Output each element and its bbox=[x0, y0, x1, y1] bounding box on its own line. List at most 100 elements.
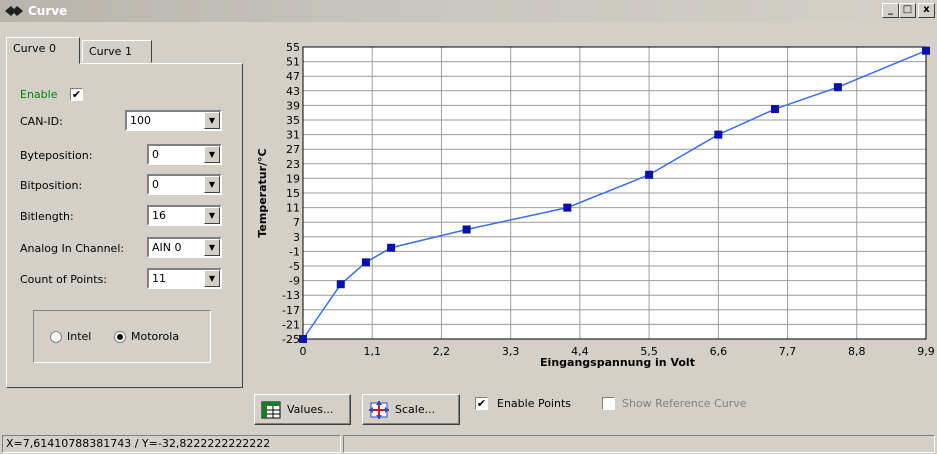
status-bar: X=7,61410788381743 / Y=-32,8222222222222 bbox=[0, 432, 937, 454]
y-tick-label: 47 bbox=[286, 70, 300, 83]
plot-border bbox=[302, 46, 927, 340]
analog-in-channel-combo[interactable]: AIN 0 ▼ bbox=[147, 237, 222, 258]
status-panel-2 bbox=[343, 435, 935, 453]
x-tick-label: 6,6 bbox=[710, 345, 728, 358]
close-button[interactable]: x bbox=[918, 3, 935, 18]
motorola-label: Motorola bbox=[131, 330, 180, 343]
scale-icon bbox=[369, 401, 389, 419]
data-point bbox=[387, 243, 396, 252]
minimize-button[interactable]: _ bbox=[882, 3, 899, 18]
chevron-down-icon[interactable]: ▼ bbox=[204, 239, 220, 256]
y-tick-label: 23 bbox=[286, 158, 300, 171]
show-reference-checkbox[interactable] bbox=[602, 397, 615, 410]
can-id-label: CAN-ID: bbox=[20, 115, 63, 128]
show-reference-label: Show Reference Curve bbox=[622, 397, 747, 410]
status-coordinates: X=7,61410788381743 / Y=-32,8222222222222 bbox=[2, 435, 341, 453]
window-title: Curve bbox=[28, 4, 68, 18]
y-tick-label: -5 bbox=[289, 260, 300, 273]
enable-label: Enable bbox=[20, 88, 58, 101]
bitposition-label: Bitposition: bbox=[20, 179, 83, 192]
count-of-points-label: Count of Points: bbox=[20, 273, 108, 286]
temperature-curve-chart[interactable]: 55514743393531272319151173-1-5-9-13-17-2… bbox=[0, 0, 937, 400]
title-bar: Curve _ □ x bbox=[0, 0, 937, 22]
y-tick-label: 55 bbox=[286, 41, 300, 54]
y-axis-label: Temperatur/°C bbox=[256, 148, 269, 237]
scale-button-label: Scale... bbox=[395, 403, 436, 416]
y-tick-label: -25 bbox=[282, 333, 300, 346]
bitlength-value: 16 bbox=[152, 209, 166, 222]
intel-label: Intel bbox=[67, 330, 92, 343]
data-point bbox=[336, 280, 345, 289]
data-point bbox=[462, 225, 471, 234]
chevron-down-icon[interactable]: ▼ bbox=[204, 176, 220, 193]
intel-radio[interactable] bbox=[50, 331, 62, 343]
x-tick-label: 9,9 bbox=[917, 345, 935, 358]
y-tick-label: -21 bbox=[282, 318, 300, 331]
app-icon bbox=[5, 6, 23, 16]
enable-points-label: Enable Points bbox=[497, 397, 572, 410]
chevron-down-icon[interactable]: ▼ bbox=[204, 207, 220, 224]
data-point bbox=[563, 203, 572, 212]
y-tick-label: 43 bbox=[286, 85, 300, 98]
y-tick-label: -9 bbox=[289, 275, 300, 288]
x-axis-label: Eingangspannung in Volt bbox=[540, 356, 695, 369]
data-point bbox=[922, 46, 930, 55]
y-tick-label: 15 bbox=[286, 187, 300, 200]
x-tick-label: 7,7 bbox=[779, 345, 797, 358]
y-tick-label: 35 bbox=[286, 114, 300, 127]
y-tick-label: 3 bbox=[293, 231, 300, 244]
y-tick-label: 7 bbox=[293, 216, 300, 229]
y-tick-label: -1 bbox=[289, 245, 300, 258]
byte-order-group: Intel Motorola bbox=[33, 310, 211, 363]
bitlength-label: Bitlength: bbox=[20, 210, 74, 223]
data-point bbox=[770, 105, 779, 114]
analog-in-channel-value: AIN 0 bbox=[152, 241, 182, 254]
x-tick-label: 0 bbox=[300, 345, 307, 358]
bitposition-combo[interactable]: 0 ▼ bbox=[147, 174, 222, 195]
values-button[interactable]: Values... bbox=[254, 394, 351, 425]
y-tick-label: 51 bbox=[286, 56, 300, 69]
y-tick-label: 27 bbox=[286, 143, 300, 156]
can-id-combo[interactable]: 100 ▼ bbox=[125, 110, 222, 131]
byteposition-value: 0 bbox=[152, 148, 159, 161]
data-point bbox=[714, 130, 723, 139]
y-tick-label: -13 bbox=[282, 289, 300, 302]
chevron-down-icon[interactable]: ▼ bbox=[204, 146, 220, 163]
y-tick-label: 39 bbox=[286, 99, 300, 112]
chevron-down-icon[interactable]: ▼ bbox=[204, 270, 220, 287]
data-point bbox=[833, 83, 842, 92]
motorola-radio[interactable] bbox=[114, 331, 126, 343]
analog-in-channel-label: Analog In Channel: bbox=[20, 242, 125, 255]
can-id-value: 100 bbox=[130, 114, 151, 127]
byteposition-label: Byteposition: bbox=[20, 149, 93, 162]
count-of-points-combo[interactable]: 11 ▼ bbox=[147, 268, 222, 289]
x-tick-label: 2,2 bbox=[433, 345, 451, 358]
count-of-points-value: 11 bbox=[152, 272, 166, 285]
y-tick-label: 19 bbox=[286, 172, 300, 185]
data-point bbox=[299, 335, 307, 343]
bitposition-value: 0 bbox=[152, 178, 159, 191]
tab-curve-1[interactable]: Curve 1 bbox=[82, 40, 152, 63]
enable-checkbox[interactable]: ✔ bbox=[70, 88, 83, 101]
data-point bbox=[645, 170, 654, 179]
x-tick-label: 5,5 bbox=[640, 345, 658, 358]
tab-curve-0[interactable]: Curve 0 bbox=[6, 37, 80, 64]
x-tick-label: 1,1 bbox=[363, 345, 381, 358]
y-tick-label: -17 bbox=[282, 304, 300, 317]
x-tick-label: 4,4 bbox=[571, 345, 589, 358]
table-icon bbox=[261, 401, 281, 419]
y-tick-label: 11 bbox=[286, 202, 300, 215]
y-tick-label: 31 bbox=[286, 129, 300, 142]
scale-button[interactable]: Scale... bbox=[362, 394, 460, 425]
chevron-down-icon[interactable]: ▼ bbox=[204, 112, 220, 129]
settings-panel: Enable ✔ CAN-ID: 100 ▼ Byteposition: 0 ▼… bbox=[6, 63, 243, 388]
x-tick-label: 3,3 bbox=[502, 345, 520, 358]
values-button-label: Values... bbox=[287, 403, 334, 416]
x-tick-label: 8,8 bbox=[848, 345, 866, 358]
byteposition-combo[interactable]: 0 ▼ bbox=[147, 144, 222, 165]
data-point bbox=[361, 258, 370, 267]
bitlength-combo[interactable]: 16 ▼ bbox=[147, 205, 222, 226]
radio-selected-dot bbox=[117, 334, 123, 340]
enable-points-checkbox[interactable]: ✔ bbox=[475, 397, 488, 410]
maximize-button[interactable]: □ bbox=[899, 3, 916, 18]
